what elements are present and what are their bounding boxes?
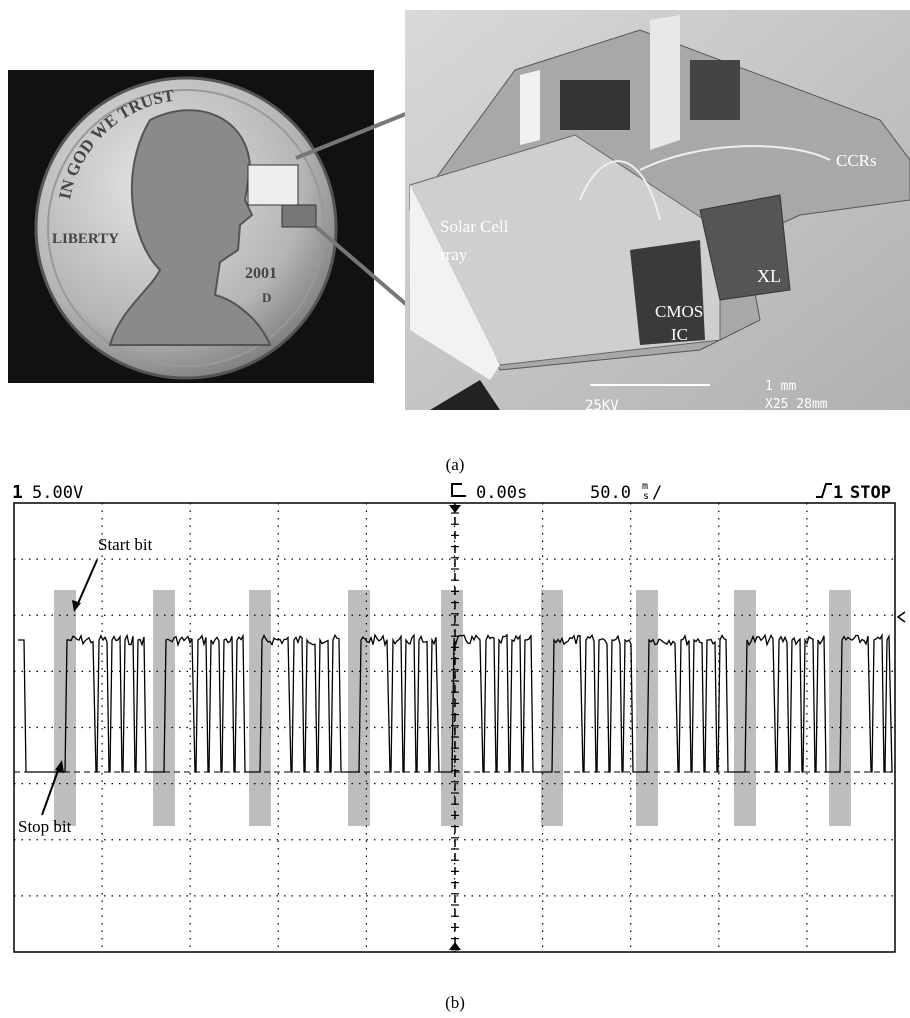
figure-page: IN GOD WE TRUST LIBERTY 2001 D Solar Cel… xyxy=(0,0,910,1018)
sem-label-solar: Solar Cell xyxy=(440,217,509,236)
timebase-unit: s xyxy=(643,491,649,502)
sem-label-cmos: CMOS xyxy=(655,302,703,321)
coin-liberty: LIBERTY xyxy=(52,231,119,247)
coin-mint: D xyxy=(262,290,271,305)
sem-label-ccrs: CCRs xyxy=(836,151,877,170)
start-bit-label: Start bit xyxy=(98,535,153,554)
bit-highlight xyxy=(249,590,271,826)
sem-voltage: 25KV xyxy=(585,398,619,414)
status: STOP xyxy=(850,483,891,503)
caption-b: (b) xyxy=(445,993,465,1012)
sem-magnification: X25 28mm xyxy=(765,397,828,412)
stop-bit-label: Stop bit xyxy=(18,817,72,836)
scope-screen xyxy=(14,503,905,952)
level-marker xyxy=(898,612,905,622)
bit-highlight xyxy=(636,590,658,826)
trigger: 1 xyxy=(833,483,843,503)
bit-highlight xyxy=(348,590,370,826)
timebase: 50.0 xyxy=(590,483,631,503)
time-offset: 0.00s xyxy=(476,483,527,503)
sem-label-xl: XL xyxy=(757,266,781,286)
timebase-suffix: / xyxy=(652,483,662,503)
sem-scale: 1 mm xyxy=(765,379,796,394)
volts-per-div: 5.00V xyxy=(32,483,83,503)
coin-year: 2001 xyxy=(245,265,277,282)
bit-highlight xyxy=(541,590,563,826)
sem-label-solar: rray xyxy=(440,245,468,264)
sem-label-cmos: IC xyxy=(671,325,688,344)
bit-highlight xyxy=(54,590,76,826)
bit-highlight xyxy=(153,590,175,826)
coin-photo: IN GOD WE TRUST LIBERTY 2001 D xyxy=(8,70,374,383)
bit-highlight xyxy=(829,590,851,826)
sem-photo: Solar Cell rray CCRs XL CMOS IC 1 mm 25K… xyxy=(405,10,910,414)
bit-highlight xyxy=(734,590,756,826)
scope-header: 1 5.00V 0.00s 50.0 m s / 1 STOP xyxy=(12,481,891,503)
channel: 1 xyxy=(12,482,23,503)
caption-a: (a) xyxy=(446,455,465,474)
